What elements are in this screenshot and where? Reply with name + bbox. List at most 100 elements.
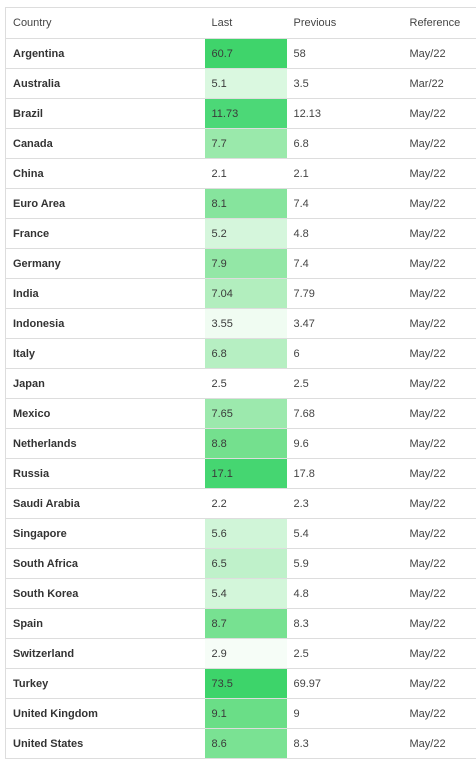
last-value: 73.5 (204, 668, 287, 699)
previous-value: 7.4 (286, 248, 403, 279)
table-row: Australia 5.1 3.5 Mar/22 (5, 68, 476, 99)
last-value: 7.04 (204, 278, 287, 309)
reference-date: May/22 (402, 668, 476, 699)
country-link[interactable]: Spain (5, 608, 205, 639)
country-link[interactable]: Singapore (5, 518, 205, 549)
table-row: Indonesia 3.55 3.47 May/22 (5, 308, 476, 339)
reference-date: May/22 (402, 98, 476, 129)
previous-value: 3.5 (286, 68, 403, 99)
table-row: Canada 7.7 6.8 May/22 (5, 128, 476, 159)
previous-value: 5.9 (286, 548, 403, 579)
previous-value: 8.3 (286, 608, 403, 639)
previous-value: 4.8 (286, 218, 403, 249)
table-row: Euro Area 8.1 7.4 May/22 (5, 188, 476, 219)
last-value: 7.7 (204, 128, 287, 159)
previous-value: 58 (286, 38, 403, 69)
previous-value: 7.68 (286, 398, 403, 429)
previous-value: 12.13 (286, 98, 403, 129)
country-link[interactable]: United States (5, 728, 205, 759)
reference-date: May/22 (402, 608, 476, 639)
country-link[interactable]: South Africa (5, 548, 205, 579)
header-last[interactable]: Last (204, 7, 287, 39)
reference-date: May/22 (402, 518, 476, 549)
table-body: Argentina 60.7 58 May/22 Australia 5.1 3… (5, 38, 476, 759)
country-link[interactable]: India (5, 278, 205, 309)
last-value: 8.8 (204, 428, 287, 459)
last-value: 60.7 (204, 38, 287, 69)
last-value: 5.1 (204, 68, 287, 99)
previous-value: 2.3 (286, 488, 403, 519)
previous-value: 6.8 (286, 128, 403, 159)
reference-date: May/22 (402, 638, 476, 669)
last-value: 7.65 (204, 398, 287, 429)
header-previous[interactable]: Previous (286, 7, 403, 39)
last-value: 2.1 (204, 158, 287, 189)
country-link[interactable]: China (5, 158, 205, 189)
inflation-table: Country Last Previous Reference Argentin… (5, 7, 476, 759)
reference-date: May/22 (402, 368, 476, 399)
last-value: 8.7 (204, 608, 287, 639)
table-row: Italy 6.8 6 May/22 (5, 338, 476, 369)
reference-date: May/22 (402, 428, 476, 459)
country-link[interactable]: Italy (5, 338, 205, 369)
table-row: South Africa 6.5 5.9 May/22 (5, 548, 476, 579)
country-link[interactable]: Germany (5, 248, 205, 279)
table-row: Singapore 5.6 5.4 May/22 (5, 518, 476, 549)
table-row: Turkey 73.5 69.97 May/22 (5, 668, 476, 699)
previous-value: 69.97 (286, 668, 403, 699)
reference-date: Mar/22 (402, 68, 476, 99)
country-link[interactable]: Indonesia (5, 308, 205, 339)
previous-value: 3.47 (286, 308, 403, 339)
previous-value: 7.4 (286, 188, 403, 219)
reference-date: May/22 (402, 338, 476, 369)
country-link[interactable]: Argentina (5, 38, 205, 69)
table-row: Switzerland 2.9 2.5 May/22 (5, 638, 476, 669)
table-row: Saudi Arabia 2.2 2.3 May/22 (5, 488, 476, 519)
previous-value: 9 (286, 698, 403, 729)
reference-date: May/22 (402, 458, 476, 489)
reference-date: May/22 (402, 398, 476, 429)
table-row: Netherlands 8.8 9.6 May/22 (5, 428, 476, 459)
country-link[interactable]: United Kingdom (5, 698, 205, 729)
reference-date: May/22 (402, 278, 476, 309)
table-row: Japan 2.5 2.5 May/22 (5, 368, 476, 399)
table-row: United States 8.6 8.3 May/22 (5, 728, 476, 759)
previous-value: 2.1 (286, 158, 403, 189)
reference-date: May/22 (402, 158, 476, 189)
country-link[interactable]: South Korea (5, 578, 205, 609)
header-row: Country Last Previous Reference (5, 7, 476, 39)
table-row: France 5.2 4.8 May/22 (5, 218, 476, 249)
reference-date: May/22 (402, 578, 476, 609)
last-value: 5.4 (204, 578, 287, 609)
inflation-table-container: Country Last Previous Reference Argentin… (5, 7, 476, 759)
previous-value: 6 (286, 338, 403, 369)
last-value: 11.73 (204, 98, 287, 129)
country-link[interactable]: Netherlands (5, 428, 205, 459)
country-link[interactable]: Turkey (5, 668, 205, 699)
last-value: 3.55 (204, 308, 287, 339)
country-link[interactable]: Mexico (5, 398, 205, 429)
table-row: Brazil 11.73 12.13 May/22 (5, 98, 476, 129)
last-value: 8.6 (204, 728, 287, 759)
country-link[interactable]: Japan (5, 368, 205, 399)
header-country[interactable]: Country (5, 7, 205, 39)
header-reference[interactable]: Reference (402, 7, 476, 39)
last-value: 9.1 (204, 698, 287, 729)
table-row: Argentina 60.7 58 May/22 (5, 38, 476, 69)
country-link[interactable]: Canada (5, 128, 205, 159)
country-link[interactable]: Brazil (5, 98, 205, 129)
country-link[interactable]: Australia (5, 68, 205, 99)
country-link[interactable]: Euro Area (5, 188, 205, 219)
table-row: South Korea 5.4 4.8 May/22 (5, 578, 476, 609)
country-link[interactable]: Russia (5, 458, 205, 489)
country-link[interactable]: Saudi Arabia (5, 488, 205, 519)
country-link[interactable]: Switzerland (5, 638, 205, 669)
country-link[interactable]: France (5, 218, 205, 249)
table-row: Mexico 7.65 7.68 May/22 (5, 398, 476, 429)
reference-date: May/22 (402, 548, 476, 579)
table-header: Country Last Previous Reference (5, 7, 476, 39)
previous-value: 7.79 (286, 278, 403, 309)
last-value: 2.2 (204, 488, 287, 519)
previous-value: 5.4 (286, 518, 403, 549)
reference-date: May/22 (402, 698, 476, 729)
